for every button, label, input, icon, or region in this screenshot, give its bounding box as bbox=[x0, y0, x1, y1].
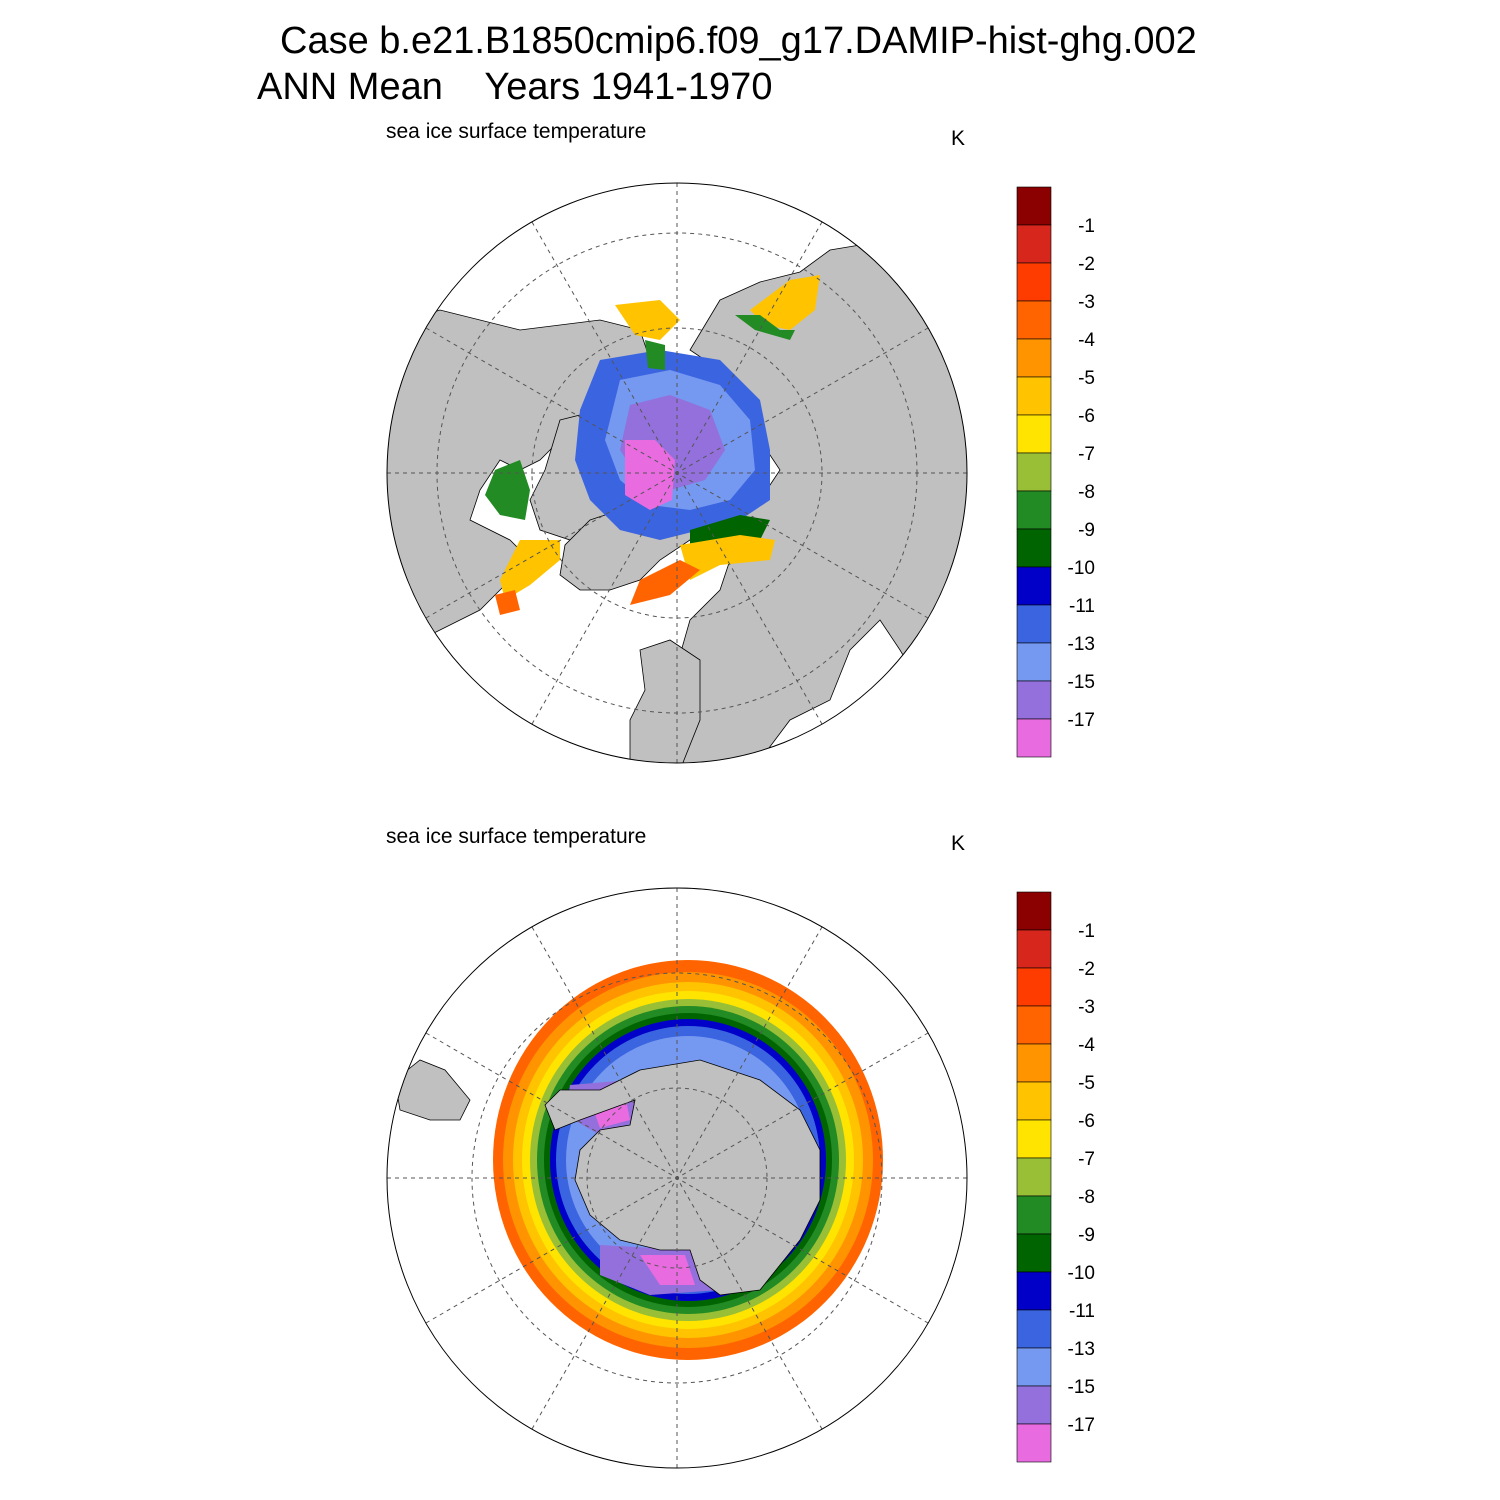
south-colorbar-tick-label: -4 bbox=[1078, 1035, 1095, 1056]
south-land-south-america bbox=[394, 1059, 471, 1121]
south-colorbar-swatch bbox=[1016, 1423, 1052, 1463]
figure-title-case: Case b.e21.B1850cmip6.f09_g17.DAMIP-hist… bbox=[280, 20, 1197, 62]
south-colorbar-swatch bbox=[1016, 1271, 1052, 1311]
south-map-border bbox=[386, 887, 968, 1469]
south-colorbar-swatch bbox=[1016, 891, 1052, 931]
north-colorbar: -1 -2 -3 -4 -5 -6 -7 -8 -9 -10 -11 -13 -15 -17 bbox=[1016, 186, 1095, 758]
south-colorbar-swatch bbox=[1016, 1157, 1052, 1197]
north-colorbar-swatch bbox=[1016, 566, 1052, 606]
south-panel-label: sea ice surface temperature bbox=[386, 825, 647, 848]
north-colorbar-tick-label: -17 bbox=[1068, 710, 1095, 731]
south-colorbar-swatch bbox=[1016, 1309, 1052, 1349]
north-ice-edge-yellow bbox=[680, 535, 775, 580]
south-colorbar-swatch bbox=[1016, 1233, 1052, 1273]
north-graticule bbox=[387, 183, 967, 763]
north-colorbar-swatch bbox=[1016, 414, 1052, 454]
south-colorbar-swatch bbox=[1016, 967, 1052, 1007]
south-colorbar-swatch bbox=[1016, 1119, 1052, 1159]
south-graticule bbox=[387, 888, 967, 1468]
north-colorbar-tick-label: -4 bbox=[1078, 330, 1095, 351]
south-colorbar-swatch bbox=[1016, 1385, 1052, 1425]
south-colorbar-tick-label: -9 bbox=[1078, 1225, 1095, 1246]
north-colorbar-tick-label: -9 bbox=[1078, 520, 1095, 541]
north-ice-bering-green bbox=[645, 340, 665, 370]
north-units-label: K bbox=[951, 127, 966, 150]
north-ice-labrador-edge bbox=[495, 590, 520, 615]
south-units-label: K bbox=[951, 832, 966, 855]
north-ice-edge-orange bbox=[630, 560, 700, 605]
south-colorbar-swatch bbox=[1016, 1081, 1052, 1121]
north-colorbar-swatch bbox=[1016, 718, 1052, 758]
south-colorbar-tick-label: -8 bbox=[1078, 1187, 1095, 1208]
north-colorbar-tick-label: -2 bbox=[1078, 254, 1095, 275]
south-colorbar-tick-label: -3 bbox=[1078, 997, 1095, 1018]
south-colorbar-tick-label: -2 bbox=[1078, 959, 1095, 980]
north-panel-label: sea ice surface temperature bbox=[386, 120, 647, 143]
north-ice-bering bbox=[615, 300, 680, 340]
south-colorbar-swatch bbox=[1016, 1347, 1052, 1387]
south-land-antarctica bbox=[544, 1059, 821, 1296]
south-colorbar-swatch bbox=[1016, 1043, 1052, 1083]
south-colorbar-swatch bbox=[1016, 929, 1052, 969]
south-colorbar-tick-label: -1 bbox=[1078, 921, 1095, 942]
north-colorbar-swatch bbox=[1016, 604, 1052, 644]
south-colorbar-tick-label: -11 bbox=[1069, 1301, 1095, 1322]
south-colorbar-tick-label: -13 bbox=[1068, 1339, 1095, 1360]
north-colorbar-swatch bbox=[1016, 186, 1052, 226]
north-colorbar-tick-label: -11 bbox=[1069, 596, 1095, 617]
south-colorbar-tick-label: -5 bbox=[1078, 1073, 1095, 1094]
north-polar-map bbox=[386, 182, 968, 764]
north-ice-coldest bbox=[625, 440, 675, 510]
south-colorbar: -1 -2 -3 -4 -5 -6 -7 -8 -9 -10 -11 -13 -15 -17 bbox=[1016, 891, 1095, 1463]
north-colorbar-swatch bbox=[1016, 452, 1052, 492]
south-colorbar-swatch bbox=[1016, 1005, 1052, 1045]
north-map-border bbox=[386, 182, 968, 764]
south-colorbar-tick-label: -7 bbox=[1078, 1149, 1095, 1170]
north-colorbar-tick-label: -5 bbox=[1078, 368, 1095, 389]
south-colorbar-tick-label: -17 bbox=[1068, 1415, 1095, 1436]
north-colorbar-tick-label: -7 bbox=[1078, 444, 1095, 465]
north-ice-okhotsk bbox=[750, 275, 820, 330]
figure-title-period: ANN Mean Years 1941-1970 bbox=[257, 66, 773, 108]
south-colorbar-tick-label: -6 bbox=[1078, 1111, 1095, 1132]
north-colorbar-tick-label: -8 bbox=[1078, 482, 1095, 503]
north-colorbar-tick-label: -3 bbox=[1078, 292, 1095, 313]
north-ice-hudson bbox=[485, 460, 530, 520]
north-ice-okhotsk-green bbox=[735, 315, 795, 340]
south-colorbar-swatch bbox=[1016, 1195, 1052, 1235]
north-colorbar-swatch bbox=[1016, 376, 1052, 416]
north-colorbar-swatch bbox=[1016, 528, 1052, 568]
north-colorbar-tick-label: -15 bbox=[1068, 672, 1095, 693]
north-colorbar-swatch bbox=[1016, 338, 1052, 378]
north-colorbar-swatch bbox=[1016, 490, 1052, 530]
north-colorbar-tick-label: -1 bbox=[1078, 216, 1095, 237]
north-colorbar-swatch bbox=[1016, 224, 1052, 264]
north-colorbar-tick-label: -13 bbox=[1068, 634, 1095, 655]
north-colorbar-tick-label: -10 bbox=[1068, 558, 1095, 579]
north-land-europe bbox=[629, 639, 701, 763]
north-colorbar-tick-label: -6 bbox=[1078, 406, 1095, 427]
south-ice-ross-pink bbox=[640, 1255, 695, 1285]
south-polar-map bbox=[386, 887, 968, 1469]
north-ice-labrador bbox=[500, 540, 560, 600]
north-colorbar-swatch bbox=[1016, 262, 1052, 302]
south-colorbar-tick-label: -10 bbox=[1068, 1263, 1095, 1284]
north-colorbar-swatch bbox=[1016, 680, 1052, 720]
north-colorbar-swatch bbox=[1016, 642, 1052, 682]
south-colorbar-tick-label: -15 bbox=[1068, 1377, 1095, 1398]
north-colorbar-swatch bbox=[1016, 300, 1052, 340]
